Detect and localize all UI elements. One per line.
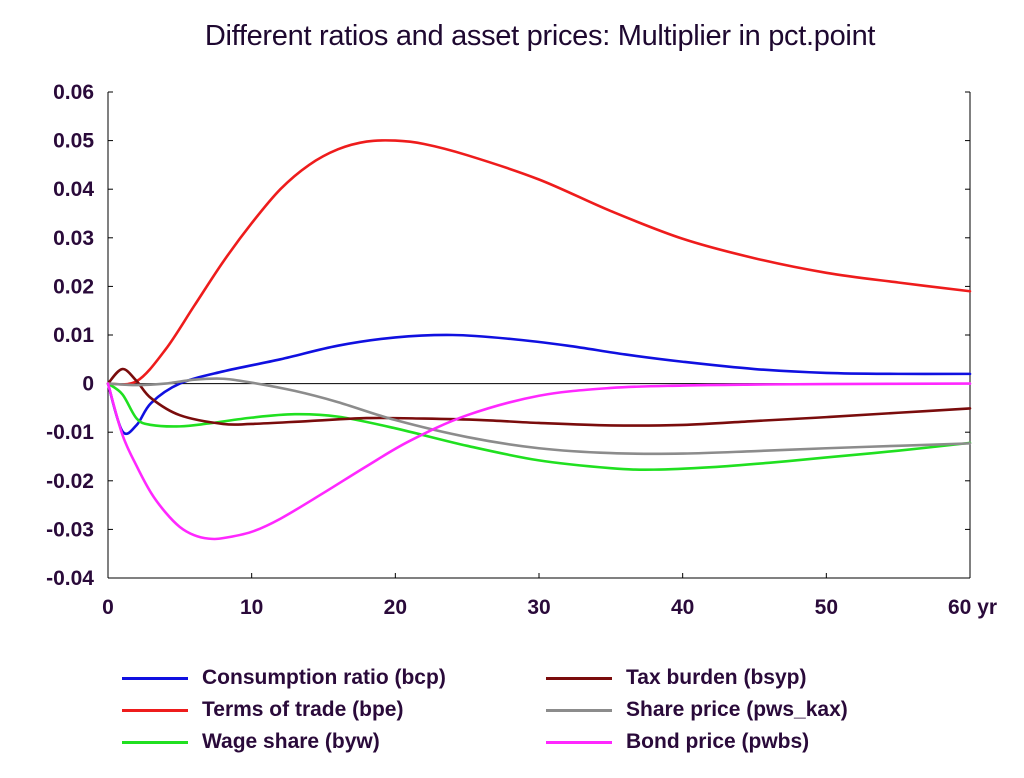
legend-swatch [122, 677, 188, 680]
x-tick-label: 50 [815, 596, 838, 619]
y-tick-label: -0.01 [46, 421, 94, 444]
y-tick-label: -0.03 [46, 518, 94, 541]
y-tick-label: 0.05 [53, 130, 94, 153]
x-tick-label: 40 [671, 596, 694, 619]
y-tick-label: 0.01 [53, 324, 94, 347]
x-tick-label: 10 [240, 596, 263, 619]
y-tick-label: -0.04 [46, 567, 94, 590]
series-line-pwbs [106, 382, 972, 541]
legend-label: Tax burden (bsyp) [626, 666, 807, 689]
legend-swatch [546, 709, 612, 712]
series-line-pws-kax [106, 377, 972, 456]
series-line-bsyp [106, 367, 972, 427]
x-tick-label: 60 yr [948, 596, 997, 619]
series-line-bpe [106, 139, 972, 386]
legend-swatch [546, 677, 612, 680]
legend-label: Share price (pws_kax) [626, 698, 848, 721]
x-tick-label: 0 [102, 596, 114, 619]
line-chart: 0.06 0.05 0.04 0.03 0.02 0.01 0 -0.01 -0.02 -0.03… [46, 81, 997, 619]
y-tick-label: 0.06 [53, 81, 94, 104]
legend-swatch [122, 709, 188, 712]
legend-swatch [122, 741, 188, 744]
chart-title: Different ratios and asset prices: Multi… [204, 20, 876, 52]
y-tick-label: -0.02 [46, 470, 94, 493]
y-tick-label: 0.02 [53, 275, 94, 298]
x-tick-label: 20 [384, 596, 407, 619]
y-tick-label: 0.03 [53, 227, 94, 250]
legend-label: Consumption ratio (bcp) [202, 666, 446, 689]
series-line-bcp [106, 333, 972, 436]
x-tick-label: 30 [527, 596, 550, 619]
legend-label: Terms of trade (bpe) [202, 698, 404, 721]
legend-label: Bond price (pwbs) [626, 730, 810, 753]
series-line-byw [106, 382, 972, 471]
y-tick-label: 0 [82, 373, 94, 396]
legend-label: Wage share (byw) [202, 730, 380, 753]
y-tick-label: 0.04 [53, 178, 94, 201]
legend-swatch [546, 741, 612, 744]
